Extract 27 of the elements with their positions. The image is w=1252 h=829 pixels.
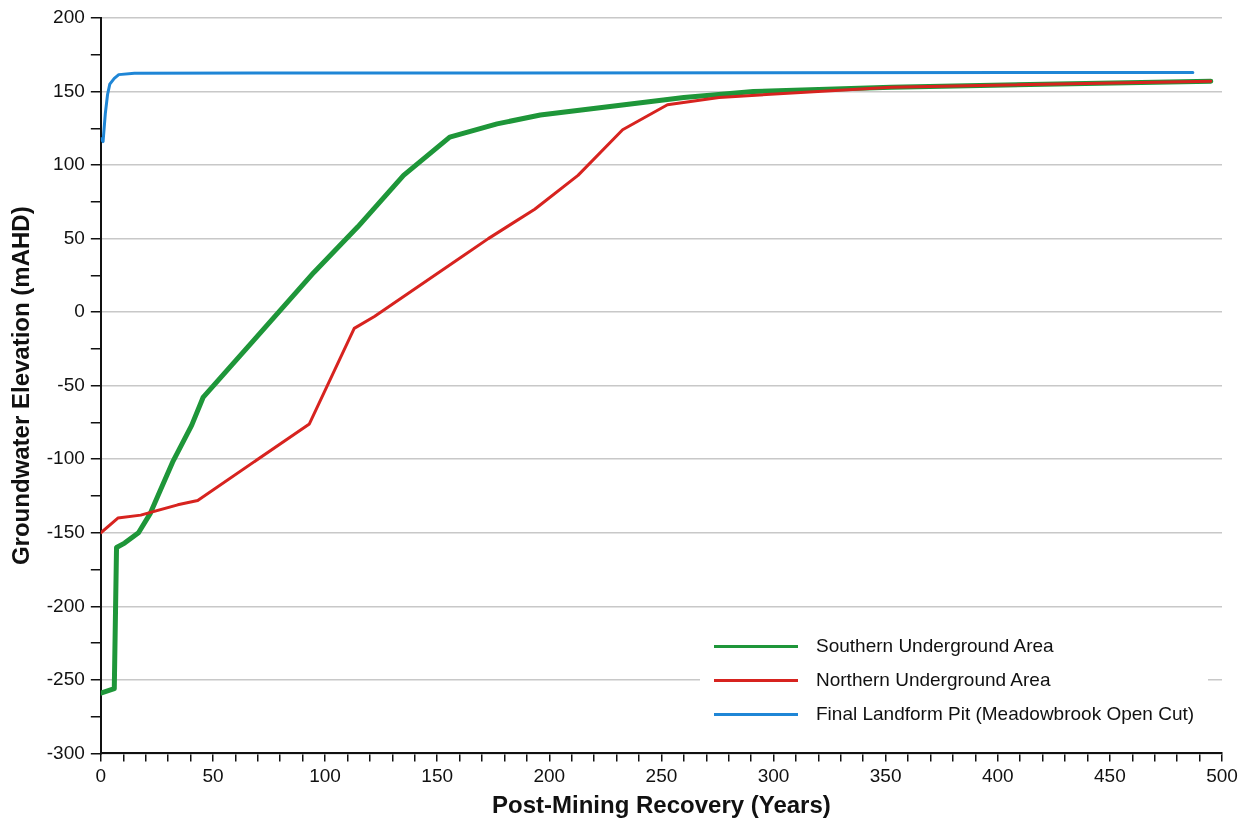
- legend-label: Northern Underground Area: [816, 669, 1051, 692]
- x-tick-label: 500: [1206, 765, 1238, 787]
- x-tick-label: 50: [202, 765, 224, 787]
- x-tick-label: 300: [757, 765, 790, 787]
- x-tick-label: 100: [309, 765, 341, 787]
- y-tick-label: -250: [46, 668, 85, 690]
- y-tick-label: 100: [53, 153, 85, 175]
- y-tick-label: 0: [74, 300, 85, 322]
- legend-label: Southern Underground Area: [816, 635, 1054, 658]
- x-axis-title: Post-Mining Recovery (Years): [492, 791, 831, 819]
- y-tick-label: -200: [46, 594, 85, 616]
- y-tick-label: -100: [46, 447, 85, 469]
- x-tick-label: 250: [645, 765, 678, 787]
- y-axis-title: Groundwater Elevation (mAHD): [7, 206, 35, 566]
- y-tick-label: 50: [63, 226, 85, 248]
- x-tick-label: 150: [421, 765, 454, 787]
- x-tick-label: 0: [95, 765, 107, 787]
- legend-label: Final Landform Pit (Meadowbrook Open Cut): [816, 703, 1195, 726]
- y-tick-label: -150: [46, 521, 85, 543]
- x-tick-label: 200: [533, 765, 566, 787]
- x-tick-label: 450: [1094, 765, 1126, 787]
- y-tick-label: -300: [46, 741, 85, 763]
- x-tick-label: 350: [869, 765, 902, 787]
- y-tick-label: -50: [57, 373, 85, 395]
- y-tick-label: 150: [53, 79, 85, 101]
- y-tick-label: 200: [53, 6, 85, 28]
- x-tick-label: 400: [981, 765, 1014, 787]
